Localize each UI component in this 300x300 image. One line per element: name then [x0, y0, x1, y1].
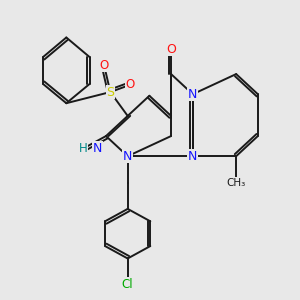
Text: H: H — [79, 142, 88, 155]
Text: O: O — [166, 43, 176, 56]
Text: O: O — [100, 59, 109, 72]
Text: O: O — [125, 78, 134, 92]
Text: N: N — [93, 142, 102, 155]
Text: Cl: Cl — [122, 278, 134, 291]
Text: N: N — [188, 88, 197, 101]
Text: N: N — [123, 150, 132, 163]
Text: CH₃: CH₃ — [226, 178, 246, 188]
Text: N: N — [188, 150, 197, 163]
Text: S: S — [106, 85, 114, 98]
